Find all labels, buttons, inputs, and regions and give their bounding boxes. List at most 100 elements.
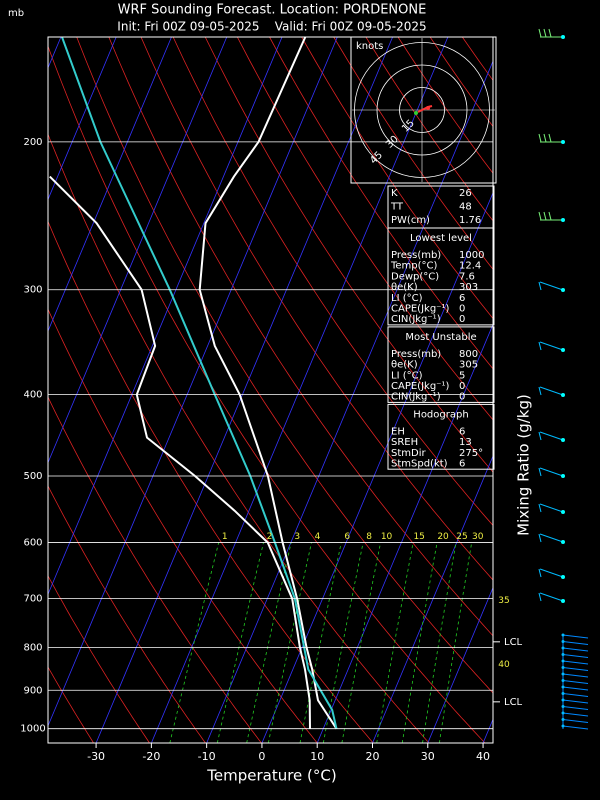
barb-staff xyxy=(539,281,564,291)
x-axis-label: Temperature (°C) xyxy=(206,767,336,785)
index-value: 0 xyxy=(459,304,465,315)
lcl-label: LCL xyxy=(504,637,523,648)
section-title: Most Unstable xyxy=(405,332,476,343)
dry-adiabat xyxy=(76,37,493,694)
barb-flag xyxy=(548,28,552,38)
barb-dot xyxy=(561,646,565,650)
profile-line xyxy=(198,37,338,730)
index-value: 12.4 xyxy=(459,261,481,272)
barb-dot xyxy=(561,698,565,702)
barb-dot xyxy=(561,685,565,689)
index-value: 0 xyxy=(459,381,465,392)
index-value: 275° xyxy=(459,448,483,459)
mixing-ratio-tick-label: 2 xyxy=(267,532,273,542)
y-tick-label: 600 xyxy=(23,537,42,548)
barb-flag xyxy=(538,503,542,513)
barb-staff xyxy=(562,680,589,684)
dry-adiabat xyxy=(301,37,493,320)
barb-flag xyxy=(538,592,542,602)
index-value: 305 xyxy=(459,360,478,371)
dry-adiabat xyxy=(48,396,262,743)
chart-subtitle: Init: Fri 00Z 09-05-2025 Valid: Fri 00Z … xyxy=(117,20,426,34)
x-tick-label: -30 xyxy=(87,750,105,763)
index-name: StmDir xyxy=(391,448,426,459)
dry-adiabat xyxy=(48,485,206,743)
x-tick-label: 30 xyxy=(421,750,435,763)
barb-flag xyxy=(538,133,542,143)
index-value: 6 xyxy=(459,459,465,470)
dry-adiabat xyxy=(172,37,493,527)
isotherm xyxy=(261,191,493,743)
y-tick-label: 1000 xyxy=(20,724,45,735)
index-value: 303 xyxy=(459,282,478,293)
barb-staff xyxy=(562,725,589,730)
index-value: 7.6 xyxy=(459,271,475,282)
y-tick-label: 200 xyxy=(23,137,42,148)
y-tick-label: 800 xyxy=(23,642,42,653)
isotherm xyxy=(48,37,117,201)
wind-barbs xyxy=(538,28,589,730)
hodograph-dot xyxy=(426,106,430,110)
barb-staff xyxy=(539,386,564,396)
index-name: Press(mb) xyxy=(391,349,441,360)
dry-adiabat xyxy=(48,308,318,743)
mixing-ratio-line xyxy=(216,542,264,743)
index-name: EH xyxy=(391,426,405,437)
hodograph-frame xyxy=(350,36,497,184)
barb-staff xyxy=(539,568,564,578)
x-tick-label: -10 xyxy=(198,750,216,763)
mixing-ratio-tick-label: 4 xyxy=(315,532,321,542)
barb-flag xyxy=(538,281,542,291)
x-tick-label: 0 xyxy=(258,750,265,763)
mixing-ratio-tick-label: 1 xyxy=(222,532,228,542)
barb-dot xyxy=(561,666,565,669)
mixing-ratio-tick-label: 8 xyxy=(366,532,372,542)
dry-adiabat xyxy=(108,37,493,637)
index-name: StmSpd(kt) xyxy=(391,459,448,470)
table-box xyxy=(387,227,495,326)
barb-flag xyxy=(548,211,552,221)
mixing-ratio-tick-label: 10 xyxy=(381,532,393,542)
isotherm xyxy=(151,37,449,743)
barb-dot xyxy=(561,718,565,721)
mixing-ratio-line xyxy=(169,542,220,743)
barb-dot xyxy=(561,653,565,656)
barb-flag xyxy=(538,386,542,396)
dry-adiabat xyxy=(48,45,486,743)
lcl-label: LCL xyxy=(504,697,523,708)
barb-flag xyxy=(538,467,542,477)
theta-label: 40 xyxy=(498,660,510,670)
barb-dot xyxy=(561,640,565,643)
index-value: 5 xyxy=(459,370,465,381)
barb-flag xyxy=(543,211,547,221)
index-name: SREH xyxy=(391,437,418,448)
index-value: 800 xyxy=(459,349,478,360)
mixing-ratio-tick-label: 3 xyxy=(294,532,300,542)
index-name: CAPE(Jkg⁻¹) xyxy=(391,381,449,392)
dry-adiabat xyxy=(48,133,430,743)
barb-dot xyxy=(561,348,565,352)
barb-dot xyxy=(561,633,565,637)
mixing-ratio-label: Mixing Ratio (g/kg) xyxy=(515,394,533,536)
index-value: 13 xyxy=(459,437,472,448)
dry-adiabat xyxy=(48,575,150,743)
x-tick-label: -20 xyxy=(142,750,160,763)
barb-staff xyxy=(562,693,589,697)
index-value: 26 xyxy=(459,188,472,199)
barb-flag xyxy=(538,211,542,221)
dry-adiabat xyxy=(204,37,493,473)
barb-dot xyxy=(561,599,565,603)
barb-flag xyxy=(543,28,547,38)
barb-dot xyxy=(561,288,565,292)
barb-staff xyxy=(562,641,589,645)
index-name: θe(K) xyxy=(391,360,418,371)
index-name: K xyxy=(391,188,398,199)
barb-flag xyxy=(548,133,552,143)
barb-staff xyxy=(562,647,589,652)
barb-staff xyxy=(562,686,589,691)
mixing-ratio-line xyxy=(246,542,292,743)
barb-flag xyxy=(538,431,542,441)
